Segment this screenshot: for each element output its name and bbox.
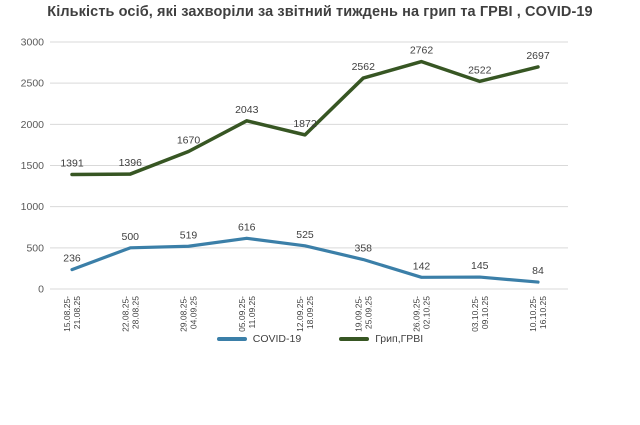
x-axis-tick-label: 12.09.25-: [295, 296, 305, 332]
x-axis-tick-label: 28.08.25: [130, 296, 140, 329]
x-axis-tick-label: 22.08.25-: [120, 296, 130, 332]
chart-legend: COVID-19 Грип,ГРВІ: [0, 333, 640, 345]
x-axis-tick-label: 18.09.25: [305, 296, 315, 329]
y-axis-tick-label: 2500: [21, 78, 45, 90]
data-label: 142: [413, 260, 431, 272]
x-axis-tick-label: 09.10.25: [480, 296, 490, 329]
data-label: 1391: [60, 157, 84, 169]
legend-item-flu: Грип,ГРВІ: [339, 333, 423, 345]
data-label: 1670: [177, 135, 201, 147]
data-label: 2762: [410, 45, 434, 57]
data-label: 2522: [468, 64, 492, 76]
y-axis-tick-label: 500: [26, 242, 44, 254]
x-axis-tick-label: 03.10.25-: [470, 296, 480, 332]
legend-item-covid: COVID-19: [216, 333, 302, 345]
x-axis-tick-label: 15.08.25-: [62, 296, 72, 332]
data-label: 519: [180, 229, 198, 241]
data-label: 236: [63, 253, 81, 265]
y-axis-tick-label: 1000: [21, 201, 45, 213]
x-axis-tick-label: 21.08.25: [72, 296, 82, 329]
data-label: 2697: [526, 50, 550, 62]
data-label: 525: [296, 229, 314, 241]
y-axis-tick-label: 3000: [21, 37, 45, 49]
data-label: 358: [354, 243, 372, 255]
y-axis-tick-label: 0: [38, 284, 44, 296]
y-axis-tick-label: 2000: [21, 119, 45, 131]
x-axis-tick-label: 19.09.25-: [353, 296, 363, 332]
data-label: 1872: [293, 118, 317, 130]
legend-label-covid: COVID-19: [252, 333, 302, 345]
x-axis-tick-label: 25.09.25: [363, 296, 373, 329]
x-axis-tick-label: 02.10.25: [422, 296, 432, 329]
x-axis-tick-label: 26.09.25-: [412, 296, 422, 332]
x-axis-tick-label: 10.10.25-: [528, 296, 538, 332]
data-label: 616: [238, 221, 256, 233]
series-line-covid: [70, 236, 540, 284]
flu-line-swatch: [339, 337, 370, 341]
x-axis-tick-label: 04.09.25: [189, 296, 199, 329]
x-axis-tick-label: 05.09.25-: [237, 296, 247, 332]
series-line-flu: [70, 59, 540, 177]
x-axis-tick-label: 16.10.25: [538, 296, 548, 329]
data-label: 500: [121, 231, 139, 243]
data-label: 1396: [119, 157, 143, 169]
y-axis-tick-label: 1500: [21, 160, 45, 172]
covid-line-swatch: [216, 337, 247, 341]
x-axis-tick-label: 29.08.25-: [179, 296, 189, 332]
data-label: 84: [532, 265, 544, 277]
data-label: 2562: [352, 61, 376, 73]
chart-title: Кількість осіб, які захворіли за звітний…: [47, 4, 593, 20]
data-label: 2043: [235, 104, 259, 116]
data-label: 145: [471, 260, 489, 272]
legend-label-flu: Грип,ГРВІ: [375, 333, 424, 345]
x-axis-tick-label: 11.09.25: [247, 296, 257, 329]
